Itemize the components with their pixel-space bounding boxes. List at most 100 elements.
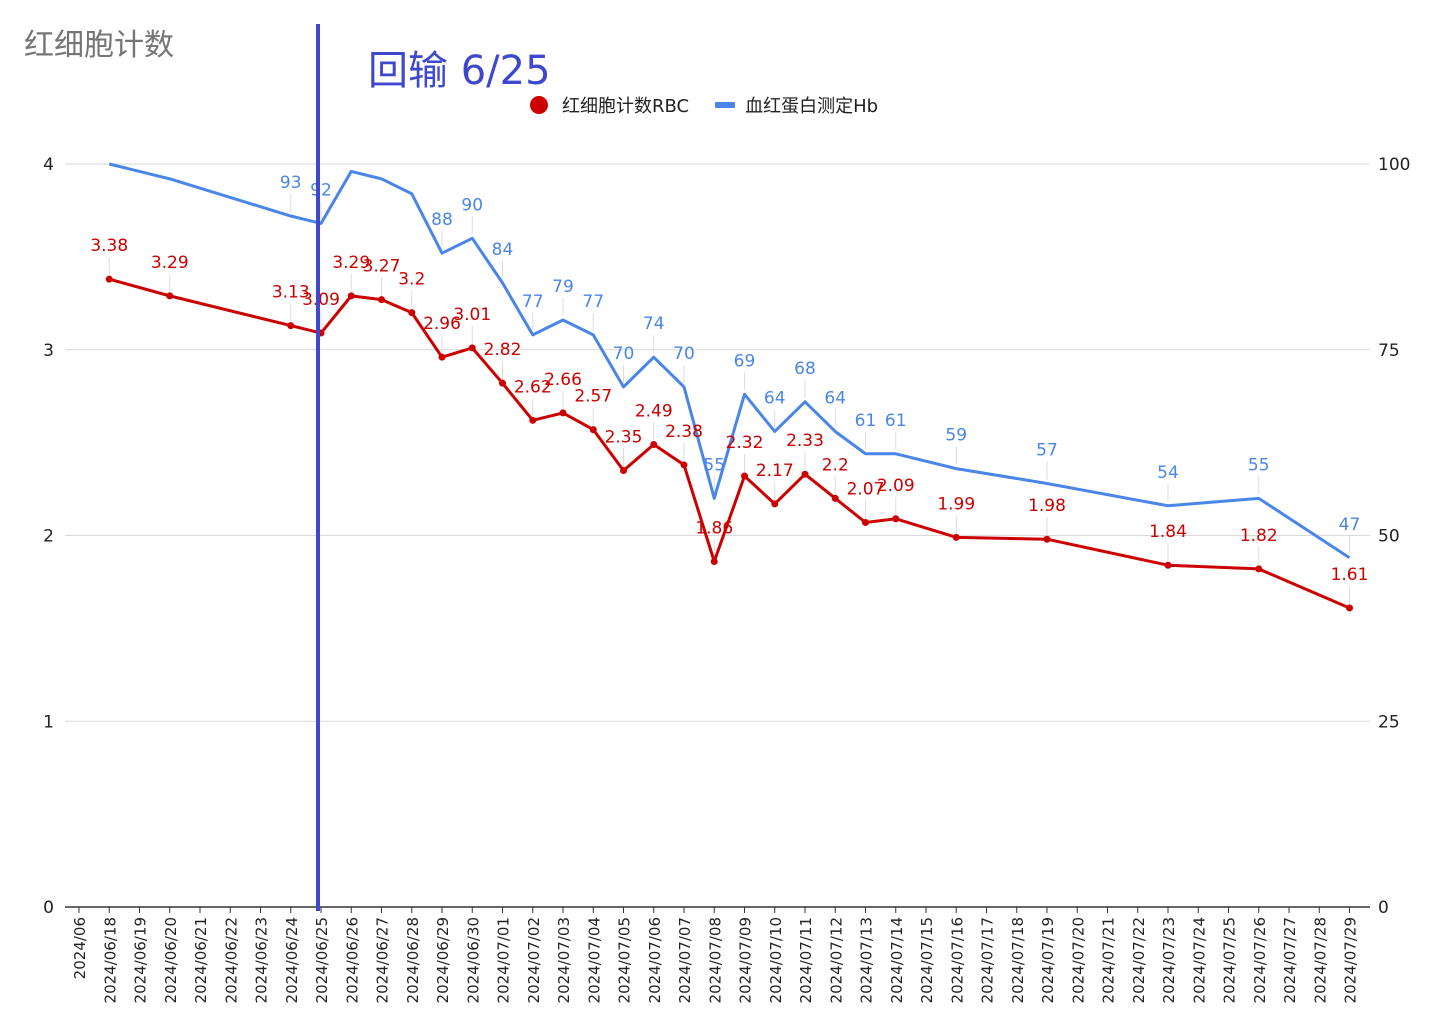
rbc-point: [438, 353, 446, 361]
x-tick-label: 2024/07/06: [646, 917, 664, 1003]
x-tick-label: 2024/06/21: [192, 917, 210, 1003]
x-tick-label: 2024/07/18: [1009, 917, 1027, 1003]
label-leader-lines: [108, 194, 1350, 604]
x-tick-label: 2024/06/22: [222, 917, 240, 1003]
x-tick-label: 2024/07/29: [1342, 917, 1360, 1003]
x-tick-label: 2024/06/25: [313, 917, 331, 1003]
x-tick-label: 2024/06/23: [253, 917, 271, 1003]
hb-data-label: 59: [945, 426, 967, 446]
hb-data-label: 84: [492, 240, 514, 260]
rbc-point: [166, 292, 174, 300]
hb-data-label: 88: [431, 210, 453, 230]
rbc-point: [1346, 604, 1353, 612]
x-tick-label: 2024/07/04: [585, 917, 603, 1003]
hb-data-label: 55: [703, 455, 725, 475]
x-tick-label: 2024/07/20: [1069, 917, 1087, 1003]
hb-data-label: 61: [855, 411, 877, 431]
legend-item-rbc: 红细胞计数RBC: [530, 92, 689, 118]
annotation-label: 回输 6/25: [368, 48, 551, 94]
rbc-data-label: 2.96: [423, 314, 461, 334]
x-tick-label: 2024/07/02: [525, 917, 543, 1003]
rbc-point: [1255, 565, 1263, 573]
rbc-point: [105, 275, 113, 283]
x-tick-label: 2024/07/28: [1311, 917, 1329, 1003]
legend-marker-line: [715, 102, 736, 108]
rbc-point: [771, 500, 779, 508]
rbc-data-label: 3.2: [398, 270, 425, 290]
x-tick-label: 2024/07/23: [1160, 917, 1178, 1003]
rbc-data-label: 1.61: [1331, 565, 1369, 585]
hb-data-label: 69: [734, 351, 756, 371]
y-right-tick-label: 75: [1378, 341, 1400, 361]
rbc-point: [468, 344, 476, 352]
y-right-tick-label: 25: [1378, 712, 1400, 732]
chart-title: 红细胞计数: [24, 28, 174, 63]
hb-data-label: 54: [1157, 463, 1179, 483]
hb-data-label: 79: [552, 277, 574, 297]
hb-data-label: 90: [461, 195, 483, 215]
rbc-point: [650, 440, 658, 448]
hb-data-label: 77: [582, 292, 604, 312]
rbc-data-label: 2.09: [877, 476, 915, 496]
rbc-data-label: 3.01: [453, 305, 491, 325]
rbc-data-label: 1.98: [1028, 496, 1066, 516]
left-axis-ticks: 0 1 2 3 4: [43, 155, 54, 918]
x-tick-label: 2024/06/26: [343, 917, 361, 1003]
rbc-point: [892, 515, 900, 523]
legend-marker-dot: [530, 96, 548, 114]
rbc-data-label: 3.38: [90, 236, 128, 256]
x-tick-label: 2024/07/27: [1281, 917, 1299, 1003]
rbc-point: [559, 409, 567, 417]
rbc-data-label: 2.32: [726, 433, 764, 453]
rbc-data-label: 2.33: [786, 431, 824, 451]
rbc-data-label: 1.82: [1240, 526, 1278, 546]
hb-data-label: 57: [1036, 440, 1058, 460]
legend: 红细胞计数RBC 血红蛋白测定Hb: [530, 92, 904, 118]
legend-label-hb: 血红蛋白测定Hb: [745, 96, 879, 117]
hb-data-label: 70: [673, 344, 695, 364]
rbc-point: [529, 416, 537, 424]
rbc-data-label: 3.29: [332, 253, 370, 273]
gridlines: [65, 163, 1370, 908]
data-labels: 3.383.293.133.093.293.273.22.963.012.822…: [90, 173, 1368, 585]
x-tick-label: 2024/07/15: [918, 917, 936, 1003]
x-tick-label: 2024/07/05: [616, 917, 634, 1003]
x-tick-label: 2024/06: [71, 917, 89, 979]
rbc-point: [831, 494, 839, 502]
rbc-point: [589, 426, 597, 434]
rbc-data-label: 3.13: [272, 283, 310, 303]
x-tick-label: 2024/07/26: [1251, 917, 1269, 1003]
x-tick-label: 2024/06/29: [434, 917, 452, 1003]
x-tick-label: 2024/06/30: [464, 917, 482, 1003]
x-axis-ticks: 2024/06 2024/06/18 2024/06/19 2024/06/20 202…: [71, 907, 1360, 1003]
x-tick-label: 2024/07/22: [1130, 917, 1148, 1003]
series-line-rbc: [108, 277, 1351, 610]
rbc-data-label: 3.27: [363, 257, 401, 277]
rbc-point: [1043, 535, 1051, 543]
rbc-point: [680, 461, 688, 469]
rbc-point: [347, 292, 355, 300]
hb-data-label: 47: [1339, 515, 1361, 535]
y-right-tick-label: 50: [1378, 527, 1400, 547]
x-tick-label: 2024/06/18: [101, 917, 119, 1003]
rbc-series: [105, 275, 1353, 612]
x-tick-label: 2024/07/07: [676, 917, 694, 1003]
rbc-point: [741, 472, 748, 480]
y-left-tick-label: 4: [43, 155, 54, 175]
series-line-hb: [108, 162, 1351, 560]
x-tick-label: 2024/07/13: [858, 917, 876, 1003]
hb-data-label: 55: [1248, 455, 1270, 475]
rbc-point: [801, 470, 809, 478]
rbc-data-label: 2.49: [635, 401, 673, 421]
x-tick-label: 2024/07/12: [827, 917, 845, 1003]
rbc-data-label: 1.84: [1149, 522, 1187, 542]
hb-series: [108, 162, 1351, 560]
legend-item-hb: 血红蛋白测定Hb: [715, 92, 878, 118]
y-left-tick-label: 1: [43, 712, 54, 732]
x-tick-label: 2024/06/27: [374, 917, 392, 1003]
x-tick-label: 2024/07/01: [495, 917, 513, 1003]
rbc-point: [862, 518, 869, 526]
legend-label-rbc: 红细胞计数RBC: [562, 96, 690, 117]
hb-data-label: 68: [794, 359, 816, 379]
rbc-point: [499, 379, 506, 387]
